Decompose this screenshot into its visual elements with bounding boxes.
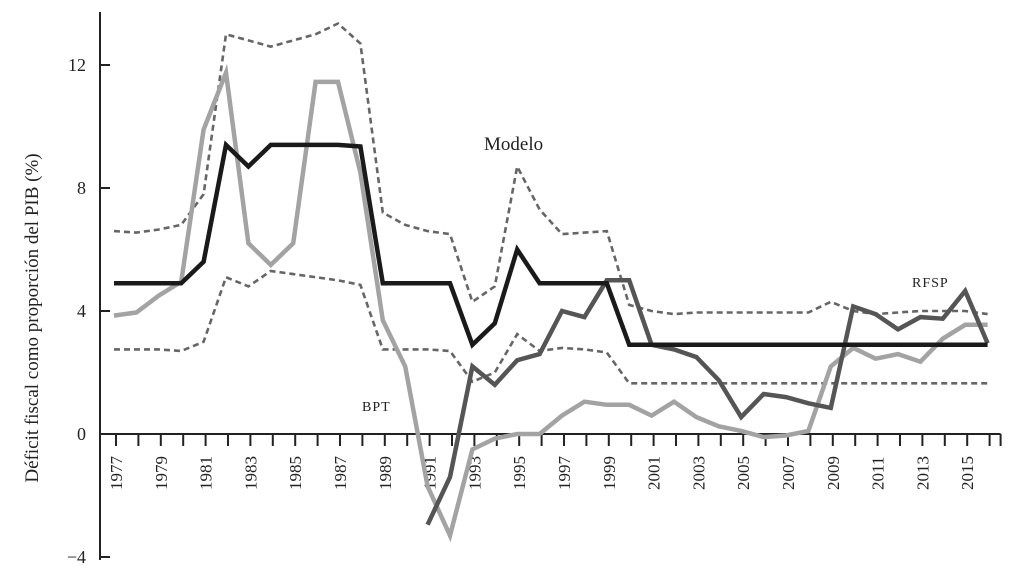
x-tick-label: 1981 [197,456,216,490]
annotation-modelo: Modelo [484,134,543,155]
x-tick-label: 2011 [869,457,888,490]
y-tick-label: 8 [77,178,86,198]
x-tick-label: 2001 [645,456,664,490]
y-tick-label: 0 [77,424,86,444]
y-tick-label: −4 [67,547,86,567]
x-tick-label: 2007 [779,456,798,491]
x-tick-label: 1985 [286,456,305,490]
x-tick-label: 2005 [734,456,753,490]
annotation-rfsp: RFSP [912,276,949,291]
series-line-modelo-upper-band [113,21,988,316]
series-line-modelo [114,140,988,349]
x-tick-label: 1987 [331,456,350,491]
series-group [113,21,990,543]
x-tick-label: 1983 [241,456,260,490]
x-tick-label: 2003 [689,456,708,490]
annotation-bpt: BPT [362,400,391,415]
y-tick-label: 12 [68,55,86,75]
y-tick-label: 4 [77,301,86,321]
x-tick-label: 1997 [555,456,574,491]
x-tick-label: 1995 [510,456,529,490]
x-tick-label: 2015 [958,456,977,490]
x-tick-label: 2013 [913,456,932,490]
series-line-modelo-lower-band [114,269,988,385]
series-line-rfsp [425,278,990,526]
x-tick-label: 1999 [600,456,619,490]
x-tick-label: 1979 [152,456,171,490]
x-tick-label: 1977 [107,456,126,491]
y-axis-label: Déficit fiscal como proporción del PIB (… [22,153,43,482]
x-tick-label: 2009 [824,456,843,490]
x-tick-label: 1989 [376,456,395,490]
